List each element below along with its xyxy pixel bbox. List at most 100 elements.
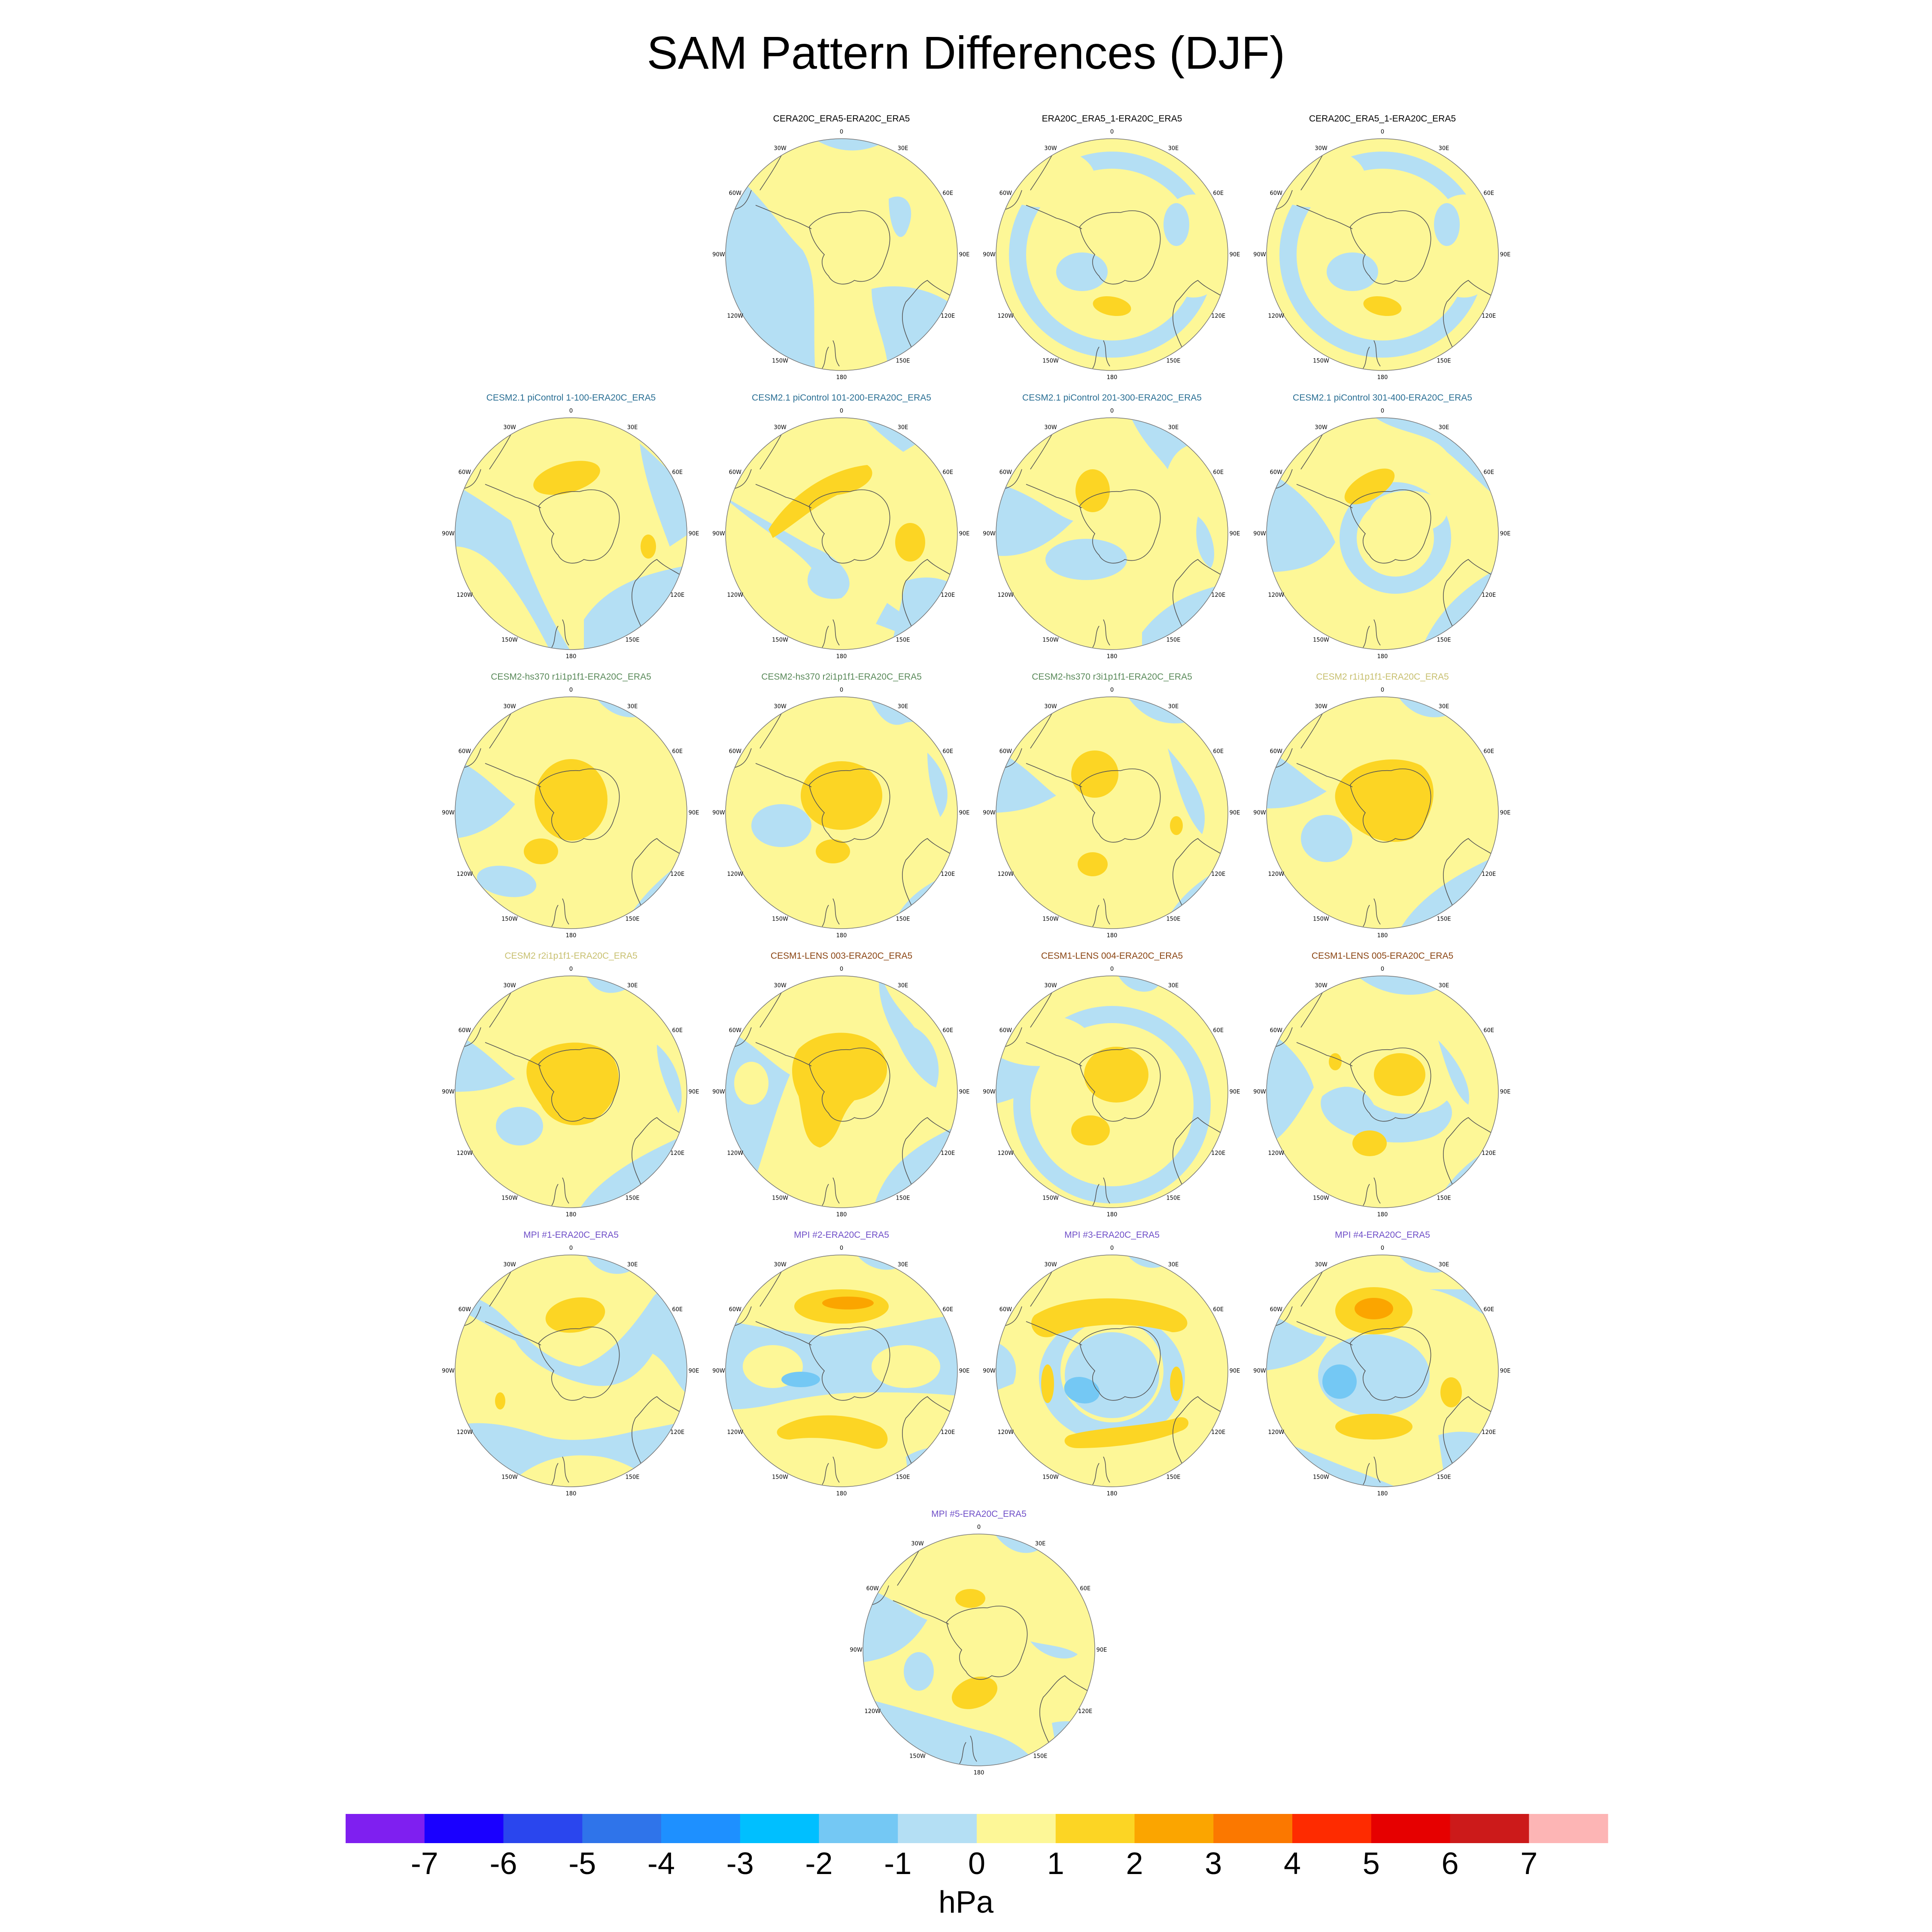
longitude-label: 90W xyxy=(1253,252,1266,258)
longitude-label: 120W xyxy=(456,1150,473,1157)
longitude-label: 120W xyxy=(1268,592,1284,598)
longitude-label: 180 xyxy=(566,1491,577,1497)
longitude-label: 120E xyxy=(670,1150,684,1157)
colorbar-swatch xyxy=(740,1814,820,1843)
longitude-label: 90W xyxy=(1253,1089,1266,1095)
longitude-label: 150E xyxy=(625,1195,639,1202)
longitude-label: 0 xyxy=(840,687,843,693)
contour-region xyxy=(1329,1053,1342,1070)
longitude-label: 150W xyxy=(1313,1474,1329,1481)
longitude-label: 180 xyxy=(1377,1491,1388,1497)
polar-map: 0 30E 60E 90E 120E 150E 180 150W 120W 90W 60W 30W xyxy=(983,1245,1240,1497)
longitude-label: 60W xyxy=(999,748,1012,755)
longitude-label: 60W xyxy=(729,748,742,755)
longitude-label: 180 xyxy=(836,1212,847,1218)
contour-region xyxy=(1370,491,1447,534)
longitude-label: 60W xyxy=(999,469,1012,476)
longitude-label: 180 xyxy=(974,1770,984,1776)
longitude-label: 30E xyxy=(1439,982,1449,989)
longitude-label: 90E xyxy=(1230,252,1240,258)
contour-region xyxy=(1093,296,1131,316)
longitude-label: 150W xyxy=(501,1195,518,1202)
longitude-label: 60E xyxy=(1483,1027,1494,1034)
longitude-label: 30E xyxy=(627,703,638,710)
polar-map: 0 30E 60E 90E 120E 150E 180 150W 120W 90W 60W 30W xyxy=(983,966,1240,1218)
panel-title: MPI #4-ERA20C_ERA5 xyxy=(1335,1230,1430,1240)
longitude-label: 0 xyxy=(569,687,573,693)
longitude-label: 150E xyxy=(625,916,639,923)
longitude-label: 60E xyxy=(942,1027,953,1034)
longitude-label: 120W xyxy=(727,1150,743,1157)
contour-region xyxy=(533,461,600,495)
longitude-label: 150W xyxy=(772,637,788,644)
contour-region xyxy=(1155,194,1228,298)
longitude-label: 30E xyxy=(1168,982,1179,989)
longitude-label: 30W xyxy=(1315,982,1327,989)
longitude-label: 60E xyxy=(942,748,953,755)
longitude-label: 90W xyxy=(983,252,996,258)
contour-region xyxy=(951,1677,998,1709)
contour-region xyxy=(781,1372,820,1387)
panel-title: CERA20C_ERA5_1-ERA20C_ERA5 xyxy=(1309,114,1456,124)
colorbar-tick-label: 3 xyxy=(1205,1847,1222,1881)
longitude-label: 90W xyxy=(442,531,455,537)
contour-region xyxy=(927,753,948,817)
longitude-label: 0 xyxy=(1381,1245,1384,1252)
map-panel: MPI #2-ERA20C_ERA5 0 30E 60E 90E 120E 150E 180 1… xyxy=(712,1230,970,1505)
contour-region xyxy=(545,1297,605,1333)
longitude-label: 150E xyxy=(896,1195,910,1202)
contour-region xyxy=(1425,194,1498,298)
longitude-label: 90W xyxy=(442,810,455,816)
longitude-label: 150E xyxy=(896,1474,910,1481)
longitude-label: 180 xyxy=(1107,1212,1118,1218)
longitude-label: 60W xyxy=(1270,469,1283,476)
longitude-label: 90W xyxy=(712,1089,725,1095)
longitude-label: 60E xyxy=(1213,190,1224,197)
longitude-label: 30W xyxy=(774,703,787,710)
longitude-label: 150E xyxy=(1437,1474,1451,1481)
longitude-label: 30E xyxy=(1168,145,1179,152)
contour-region xyxy=(996,147,1095,207)
longitude-label: 180 xyxy=(836,374,847,381)
contour-region xyxy=(496,1107,543,1145)
longitude-label: 60W xyxy=(729,1027,742,1034)
longitude-label: 180 xyxy=(566,653,577,660)
longitude-label: 150E xyxy=(1166,916,1180,923)
map-panel: CESM2.1 piControl 201-300-ERA20C_ERA5 0 30… xyxy=(983,393,1241,668)
longitude-label: 60W xyxy=(459,748,471,755)
longitude-label: 60E xyxy=(1213,1027,1224,1034)
contour-region xyxy=(889,196,911,237)
longitude-label: 30E xyxy=(1439,703,1449,710)
longitude-label: 150E xyxy=(625,637,639,644)
longitude-label: 150E xyxy=(1437,637,1451,644)
polar-map: 0 30E 60E 90E 120E 150E 180 150W 120W 90W 60W 30W xyxy=(1253,129,1510,381)
contour-region xyxy=(1163,203,1189,246)
longitude-label: 30W xyxy=(1044,424,1057,431)
contour-region xyxy=(1352,1130,1387,1156)
contour-region xyxy=(1030,1023,1194,1186)
panel-title: MPI #1-ERA20C_ERA5 xyxy=(523,1230,619,1240)
contour-region xyxy=(1327,252,1378,291)
longitude-label: 150W xyxy=(772,1195,788,1202)
map-panel: MPI #1-ERA20C_ERA5 0 30E 60E 90E 120E 150E 180 1… xyxy=(442,1230,700,1505)
map-boundary xyxy=(725,1255,958,1487)
longitude-label: 30E xyxy=(1439,424,1449,431)
longitude-label: 30E xyxy=(1439,1261,1449,1268)
polar-map: 0 30E 60E 90E 120E 150E 180 150W 120W 90W 60W 30W xyxy=(1253,408,1510,660)
contour-region xyxy=(1321,1087,1452,1143)
map-boundary xyxy=(996,138,1228,371)
longitude-label: 120E xyxy=(941,1429,955,1436)
longitude-label: 30E xyxy=(898,703,908,710)
colorbar-tick-label: -4 xyxy=(647,1847,675,1881)
contour-region xyxy=(777,1415,888,1449)
longitude-label: 150W xyxy=(1313,916,1329,923)
contour-region xyxy=(1168,748,1205,834)
map-boundary xyxy=(455,975,687,1208)
longitude-label: 120W xyxy=(997,313,1014,319)
longitude-label: 60W xyxy=(729,190,742,197)
longitude-label: 60E xyxy=(672,748,683,755)
map-boundary xyxy=(1266,1255,1499,1487)
contour-region xyxy=(1355,1298,1393,1319)
longitude-label: 120E xyxy=(670,871,684,878)
longitude-label: 90E xyxy=(1230,531,1240,537)
